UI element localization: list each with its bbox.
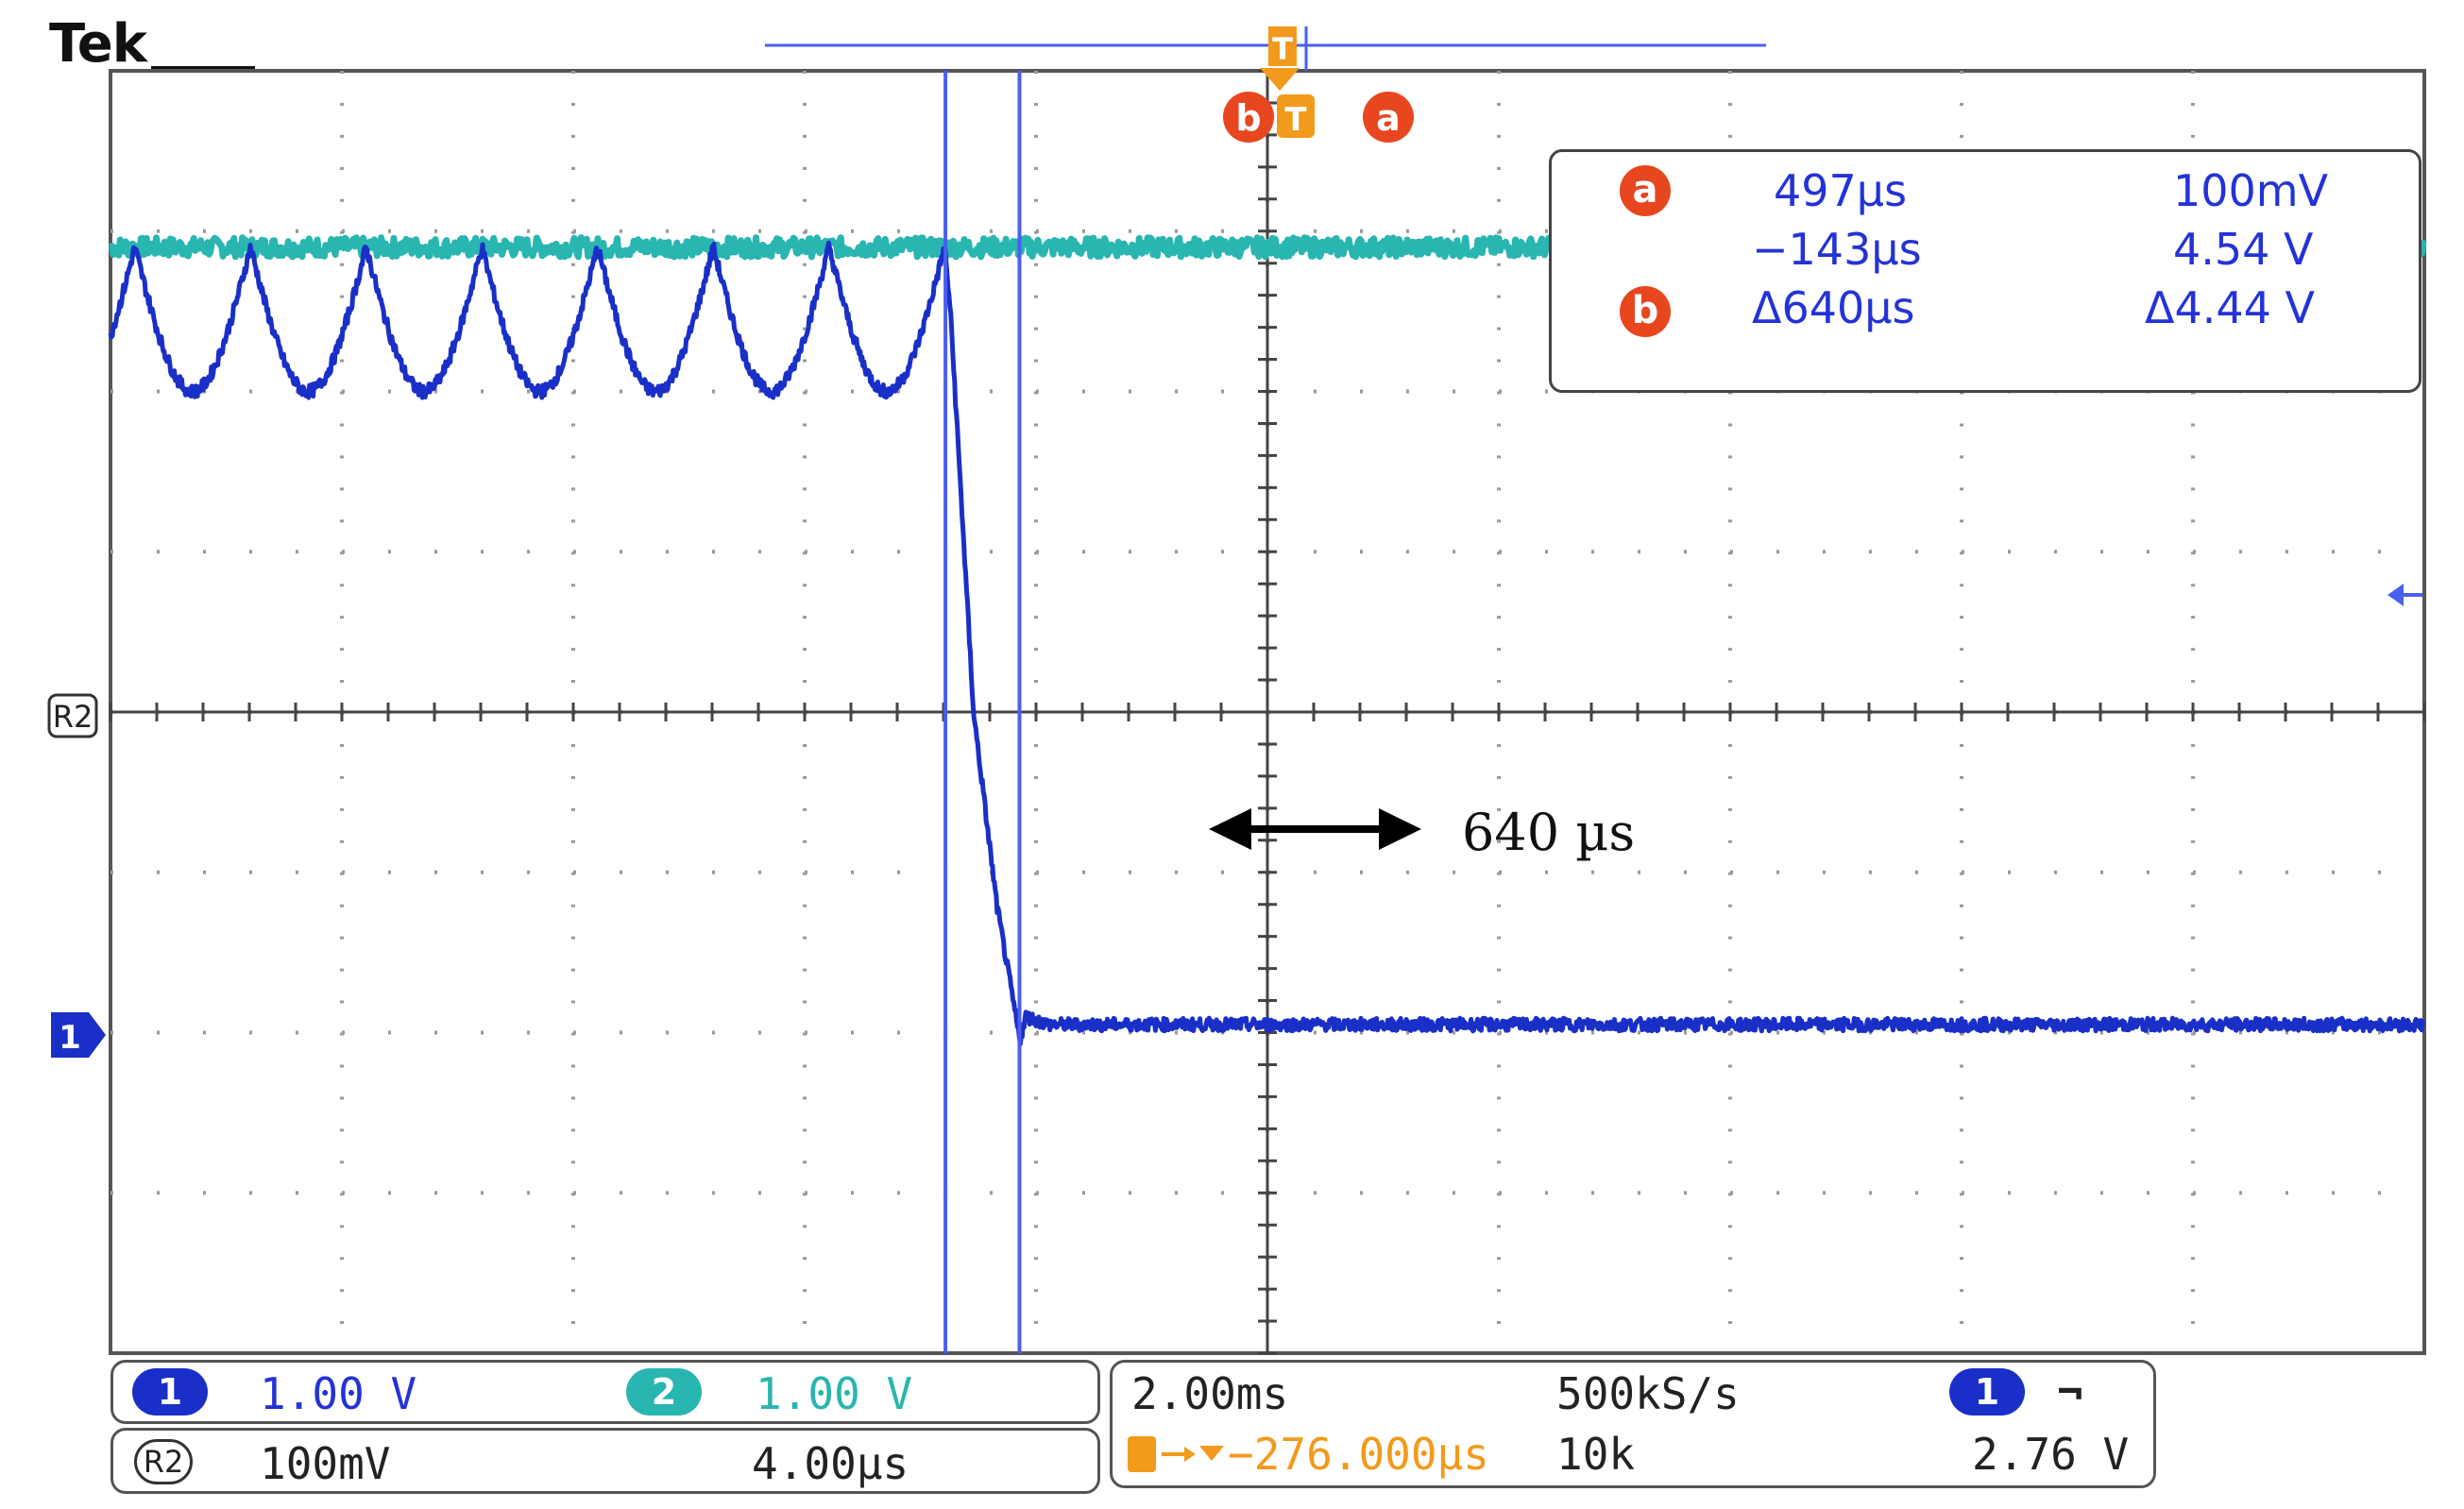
graticule-grid (109, 69, 2426, 1355)
cursor-b-badge[interactable]: b (1223, 92, 1274, 143)
cursor-delta-voltage: Δ4.44 V (2145, 282, 2315, 333)
cursor-a-voltage: 100mV (2173, 165, 2329, 216)
duration-arrow (1209, 808, 1421, 850)
cursor-a-badge[interactable]: a (1363, 92, 1414, 143)
svg-text:R2: R2 (53, 699, 93, 735)
trigger-position: −276.000µs (1228, 1429, 1489, 1480)
cursor-a-time: 497µs (1774, 165, 1908, 216)
svg-text:b: b (1235, 97, 1261, 139)
cursor-delta-time: Δ640µs (1752, 282, 1915, 333)
brand-logo: Tek (49, 13, 147, 75)
svg-text:a: a (1376, 97, 1401, 139)
timebase-scale: 2.00ms (1131, 1368, 1289, 1419)
ch1-badge[interactable]: 1 (132, 1368, 208, 1416)
horizontal-offset-arrow-icon (2388, 584, 2422, 606)
timebase-trigger-panel[interactable]: 2.00ms 500kS/s 1 ⌐ −276.000µs 10k 2.76 V (1110, 1360, 2156, 1488)
ref-r2-badge[interactable]: R2 (134, 1439, 193, 1484)
ch1-scale: 1.00 V (260, 1368, 417, 1419)
trigger-position-icon[interactable]: T (1260, 26, 1300, 91)
svg-text:T: T (1272, 31, 1293, 67)
ch1-waveform (108, 240, 2426, 1046)
ch1-ground-marker[interactable]: 1 (51, 1012, 106, 1058)
trigger-position-arrow-icon (1128, 1436, 1224, 1472)
ref-time-scale: 4.00µs (752, 1438, 909, 1489)
ref-scale: 100mV (260, 1438, 391, 1489)
trigger-source-badge[interactable]: 1 (1949, 1368, 2025, 1416)
sample-rate: 500kS/s (1556, 1368, 1740, 1419)
svg-text:T: T (1284, 101, 1307, 139)
trigger-level: 2.76 V (1972, 1429, 2130, 1480)
record-length: 10k (1556, 1429, 1636, 1480)
ch2-scale: 1.00 V (756, 1368, 913, 1419)
ref-r2-marker[interactable]: R2 (47, 693, 98, 738)
svg-text:1: 1 (59, 1019, 81, 1057)
brand-underline (151, 66, 255, 70)
falling-edge-icon: ⌐ (2057, 1366, 2083, 1417)
ch2-badge[interactable]: 2 (626, 1368, 702, 1416)
reference-scale-panel[interactable]: R2 100mV 4.00µs (110, 1428, 1100, 1494)
cursor-b-time: −143µs (1752, 224, 1922, 275)
readout-b-badge: b (1620, 286, 1671, 337)
cursor-readout-panel: a 497µs 100mV −143µs 4.54 V b Δ640µs Δ4.… (1549, 149, 2422, 393)
readout-a-badge: a (1620, 165, 1671, 216)
duration-annotation: 640 µs (1462, 803, 1635, 862)
channel-scale-panel[interactable]: 1 1.00 V 2 1.00 V (110, 1360, 1100, 1424)
trigger-t-badge[interactable]: T (1277, 94, 1315, 139)
cursor-b-voltage: 4.54 V (2173, 224, 2314, 275)
